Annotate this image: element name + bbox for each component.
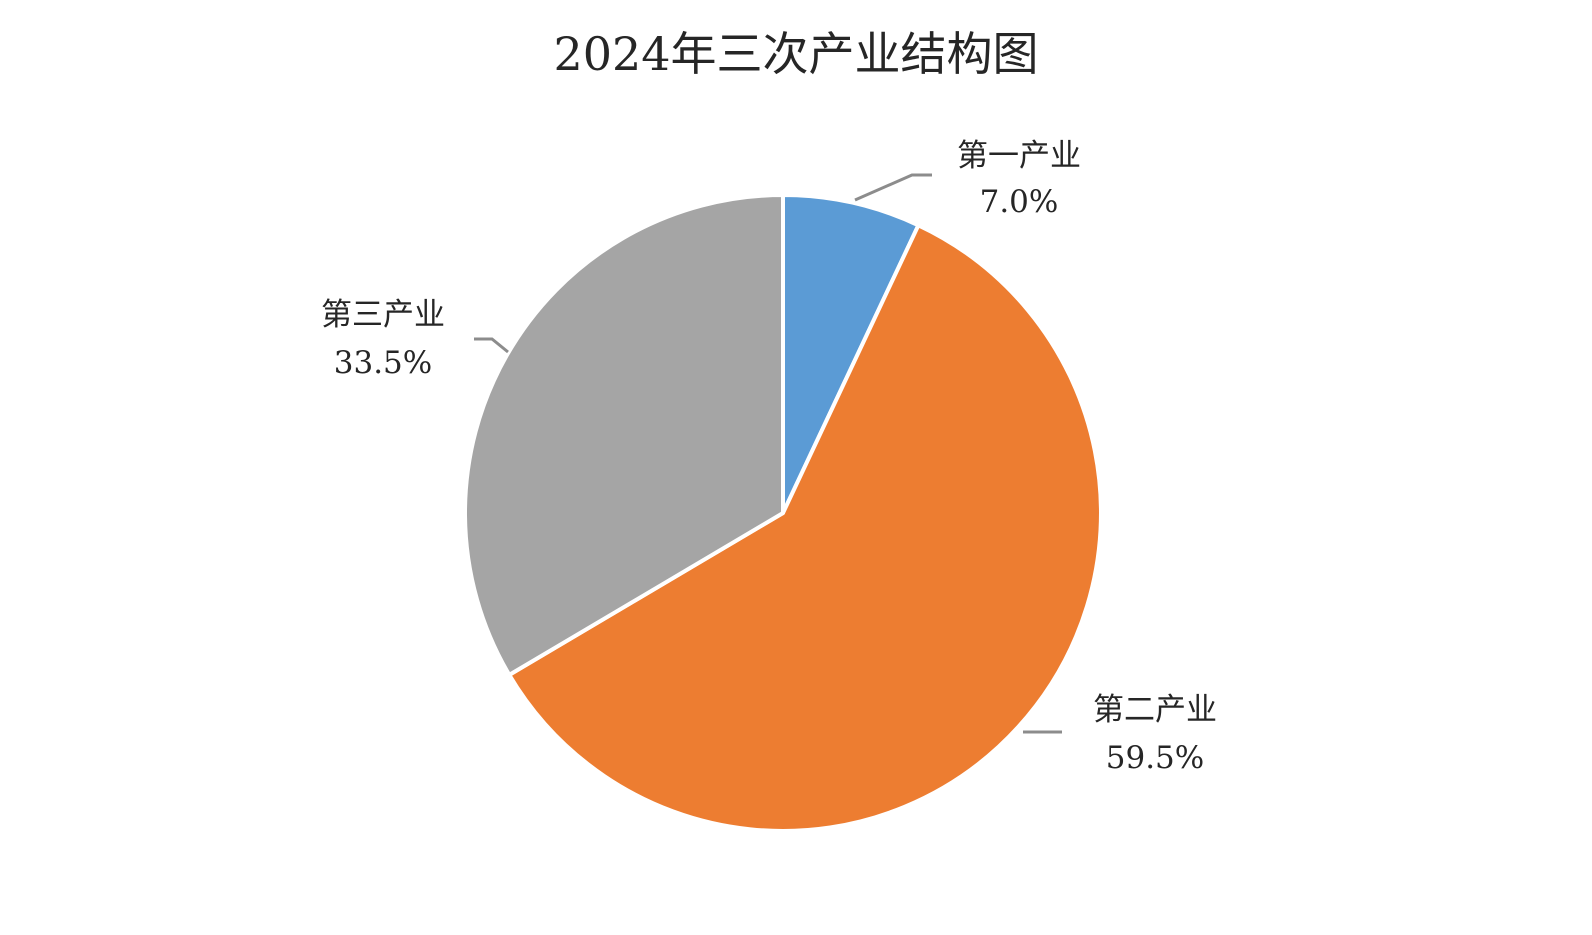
leader-line-primary-industry	[854, 173, 932, 202]
label-name-tertiary-industry: 第三产业	[321, 297, 445, 333]
leader-lines	[474, 173, 1062, 734]
label-value-secondary-industry: 59.5%	[1106, 740, 1204, 776]
label-name-primary-industry: 第一产业	[957, 138, 1081, 174]
pie-slice-tertiary-industry[interactable]	[463, 193, 785, 677]
data-label-secondary-industry: 第二产业 59.5%	[1093, 692, 1217, 776]
label-value-primary-industry: 7.0%	[980, 184, 1059, 220]
data-label-tertiary-industry: 第三产业 33.5%	[321, 297, 445, 381]
label-value-tertiary-industry: 33.5%	[334, 345, 432, 381]
pie-slice-primary-industry[interactable]	[781, 193, 921, 515]
data-label-primary-industry: 第一产业 7.0%	[957, 138, 1081, 220]
label-name-secondary-industry: 第二产业	[1093, 692, 1217, 728]
pie-slice-secondary-industry[interactable]	[507, 223, 1103, 833]
data-labels: 第一产业 7.0% 第二产业 59.5% 第三产业 33.5%	[321, 138, 1217, 776]
chart-title: 2024年三次产业结构图	[553, 27, 1038, 81]
leader-line-tertiary-industry	[474, 337, 509, 354]
pie-slices	[463, 193, 1103, 833]
